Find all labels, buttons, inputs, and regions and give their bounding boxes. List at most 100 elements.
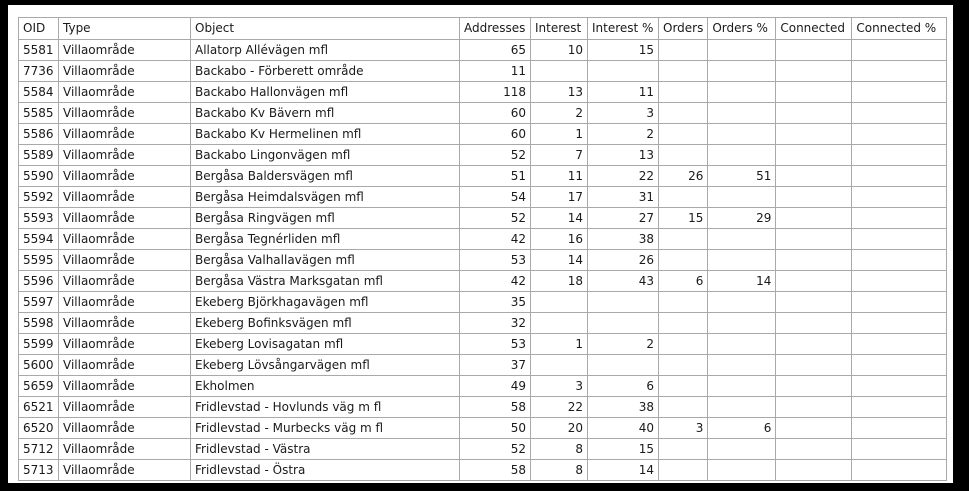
table-row[interactable]: 5584 Villaområde Backabo Hallonvägen mfl 11… bbox=[18, 81, 948, 103]
table-row[interactable]: 5713 Villaområde Fridlevstad - Östra 58 8 14 bbox=[18, 459, 948, 481]
table-row[interactable]: 5595 Villaområde Bergåsa Valhallavägen mfl… bbox=[18, 249, 948, 271]
table-cell: 11 bbox=[587, 81, 659, 103]
table-cell bbox=[530, 291, 588, 313]
table-cell: Backabo Hallonvägen mfl bbox=[190, 81, 460, 103]
table-cell: 6 bbox=[587, 375, 659, 397]
table-cell: 18 bbox=[530, 270, 588, 292]
table-row[interactable]: 6520 Villaområde Fridlevstad - Murbecks vä… bbox=[18, 417, 948, 439]
table-cell: 13 bbox=[587, 144, 659, 166]
table-cell bbox=[851, 375, 948, 397]
table-cell: 7 bbox=[530, 144, 588, 166]
table-cell bbox=[851, 123, 948, 145]
table-cell bbox=[851, 39, 948, 61]
table-cell: Villaområde bbox=[58, 438, 191, 460]
column-header-object[interactable]: Object bbox=[190, 17, 460, 40]
table-cell bbox=[851, 165, 948, 187]
table-cell bbox=[851, 228, 948, 250]
table-cell: Bergåsa Västra Marksgatan mfl bbox=[190, 270, 460, 292]
table-cell bbox=[707, 396, 777, 418]
column-header-interest[interactable]: Interest % bbox=[587, 17, 659, 40]
table-cell: 38 bbox=[587, 228, 659, 250]
table-cell: 118 bbox=[459, 81, 531, 103]
table-cell bbox=[851, 60, 948, 82]
table-cell: Backabo Kv Hermelinen mfl bbox=[190, 123, 460, 145]
table-row[interactable]: 5589 Villaområde Backabo Lingonvägen mfl 52… bbox=[18, 144, 948, 166]
table-cell: 27 bbox=[587, 207, 659, 229]
table-cell bbox=[657, 144, 709, 166]
table-cell: Backabo - Förberett område bbox=[190, 60, 460, 82]
table-cell: 15 bbox=[587, 39, 659, 61]
table-row[interactable]: 5586 Villaområde Backabo Kv Hermelinen mfl… bbox=[18, 123, 948, 145]
table-cell: 32 bbox=[459, 312, 531, 334]
table-cell: 14 bbox=[587, 459, 659, 481]
column-header-orders[interactable]: Orders % bbox=[707, 17, 777, 40]
table-cell: Villaområde bbox=[58, 396, 191, 418]
table-cell: 6 bbox=[657, 270, 709, 292]
table-cell bbox=[775, 291, 853, 313]
table-row[interactable]: 5597 Villaområde Ekeberg Björkhagavägen mf… bbox=[18, 291, 948, 313]
table-cell: Fridlevstad - Västra bbox=[190, 438, 460, 460]
table-cell: Bergåsa Valhallavägen mfl bbox=[190, 249, 460, 271]
table-cell bbox=[707, 249, 777, 271]
table-cell: 5581 bbox=[18, 39, 59, 61]
table-cell: 3 bbox=[530, 375, 588, 397]
table-cell: 15 bbox=[587, 438, 659, 460]
table-row[interactable]: 5581 Villaområde Allatorp Allévägen mfl 65 1… bbox=[18, 39, 948, 61]
table-row[interactable]: 5599 Villaområde Ekeberg Lovisagatan mfl 53… bbox=[18, 333, 948, 355]
table-cell bbox=[851, 249, 948, 271]
table-cell bbox=[707, 333, 777, 355]
table-cell: Bergåsa Tegnérliden mfl bbox=[190, 228, 460, 250]
table-cell: 50 bbox=[459, 417, 531, 439]
table-cell: 5713 bbox=[18, 459, 59, 481]
table-cell: 42 bbox=[459, 228, 531, 250]
table-cell bbox=[851, 81, 948, 103]
table-cell bbox=[657, 438, 709, 460]
table-cell: 2 bbox=[587, 123, 659, 145]
table-row[interactable]: 5585 Villaområde Backabo Kv Bävern mfl 60 2 3 bbox=[18, 102, 948, 124]
table-cell bbox=[775, 396, 853, 418]
table-row[interactable]: 5712 Villaområde Fridlevstad - Västra 52 8 15 bbox=[18, 438, 948, 460]
table-row[interactable]: 6521 Villaområde Fridlevstad - Hovlunds vä… bbox=[18, 396, 948, 418]
table-row[interactable]: 5592 Villaområde Bergåsa Heimdalsvägen mfl… bbox=[18, 186, 948, 208]
column-header-oid[interactable]: OID bbox=[18, 17, 59, 40]
table-cell: 51 bbox=[459, 165, 531, 187]
table-cell bbox=[775, 123, 853, 145]
table-cell bbox=[657, 228, 709, 250]
table-cell: 42 bbox=[459, 270, 531, 292]
table-row[interactable]: 5594 Villaområde Bergåsa Tegnérliden mfl 42… bbox=[18, 228, 948, 250]
table-cell bbox=[707, 144, 777, 166]
table-cell bbox=[707, 291, 777, 313]
table-cell bbox=[851, 102, 948, 124]
table-cell bbox=[775, 249, 853, 271]
table-cell: 5599 bbox=[18, 333, 59, 355]
table-cell bbox=[707, 354, 777, 376]
table-row[interactable]: 5590 Villaområde Bergåsa Baldersvägen mfl 5… bbox=[18, 165, 948, 187]
table-cell: 16 bbox=[530, 228, 588, 250]
table-row[interactable]: 5593 Villaområde Bergåsa Ringvägen mfl 52 14… bbox=[18, 207, 948, 229]
table-cell: 53 bbox=[459, 333, 531, 355]
table-cell bbox=[657, 375, 709, 397]
table-row[interactable]: 5600 Villaområde Ekeberg Lövsångarvägen mf… bbox=[18, 354, 948, 376]
column-header-connected[interactable]: Connected % bbox=[851, 17, 948, 40]
column-header-addresses[interactable]: Addresses bbox=[459, 17, 531, 40]
column-header-orders[interactable]: Orders bbox=[657, 17, 709, 40]
table-cell bbox=[775, 375, 853, 397]
column-header-connected[interactable]: Connected bbox=[775, 17, 853, 40]
table-cell bbox=[657, 81, 709, 103]
column-header-type[interactable]: Type bbox=[58, 17, 191, 40]
table-cell bbox=[775, 354, 853, 376]
table-cell bbox=[707, 228, 777, 250]
table-cell bbox=[657, 396, 709, 418]
table-cell: 43 bbox=[587, 270, 659, 292]
table-row[interactable]: 5596 Villaområde Bergåsa Västra Marksgatan… bbox=[18, 270, 948, 292]
table-row[interactable]: 7736 Villaområde Backabo - Förberett områd… bbox=[18, 60, 948, 82]
table-cell bbox=[851, 207, 948, 229]
table-cell: 52 bbox=[459, 207, 531, 229]
column-header-interest[interactable]: Interest bbox=[530, 17, 588, 40]
table-cell: 5594 bbox=[18, 228, 59, 250]
table-row[interactable]: 5659 Villaområde Ekholmen 49 3 6 bbox=[18, 375, 948, 397]
table-row[interactable]: 5598 Villaområde Ekeberg Bofinksvägen mfl 3… bbox=[18, 312, 948, 334]
table-cell: 20 bbox=[530, 417, 588, 439]
table-cell: 40 bbox=[587, 417, 659, 439]
